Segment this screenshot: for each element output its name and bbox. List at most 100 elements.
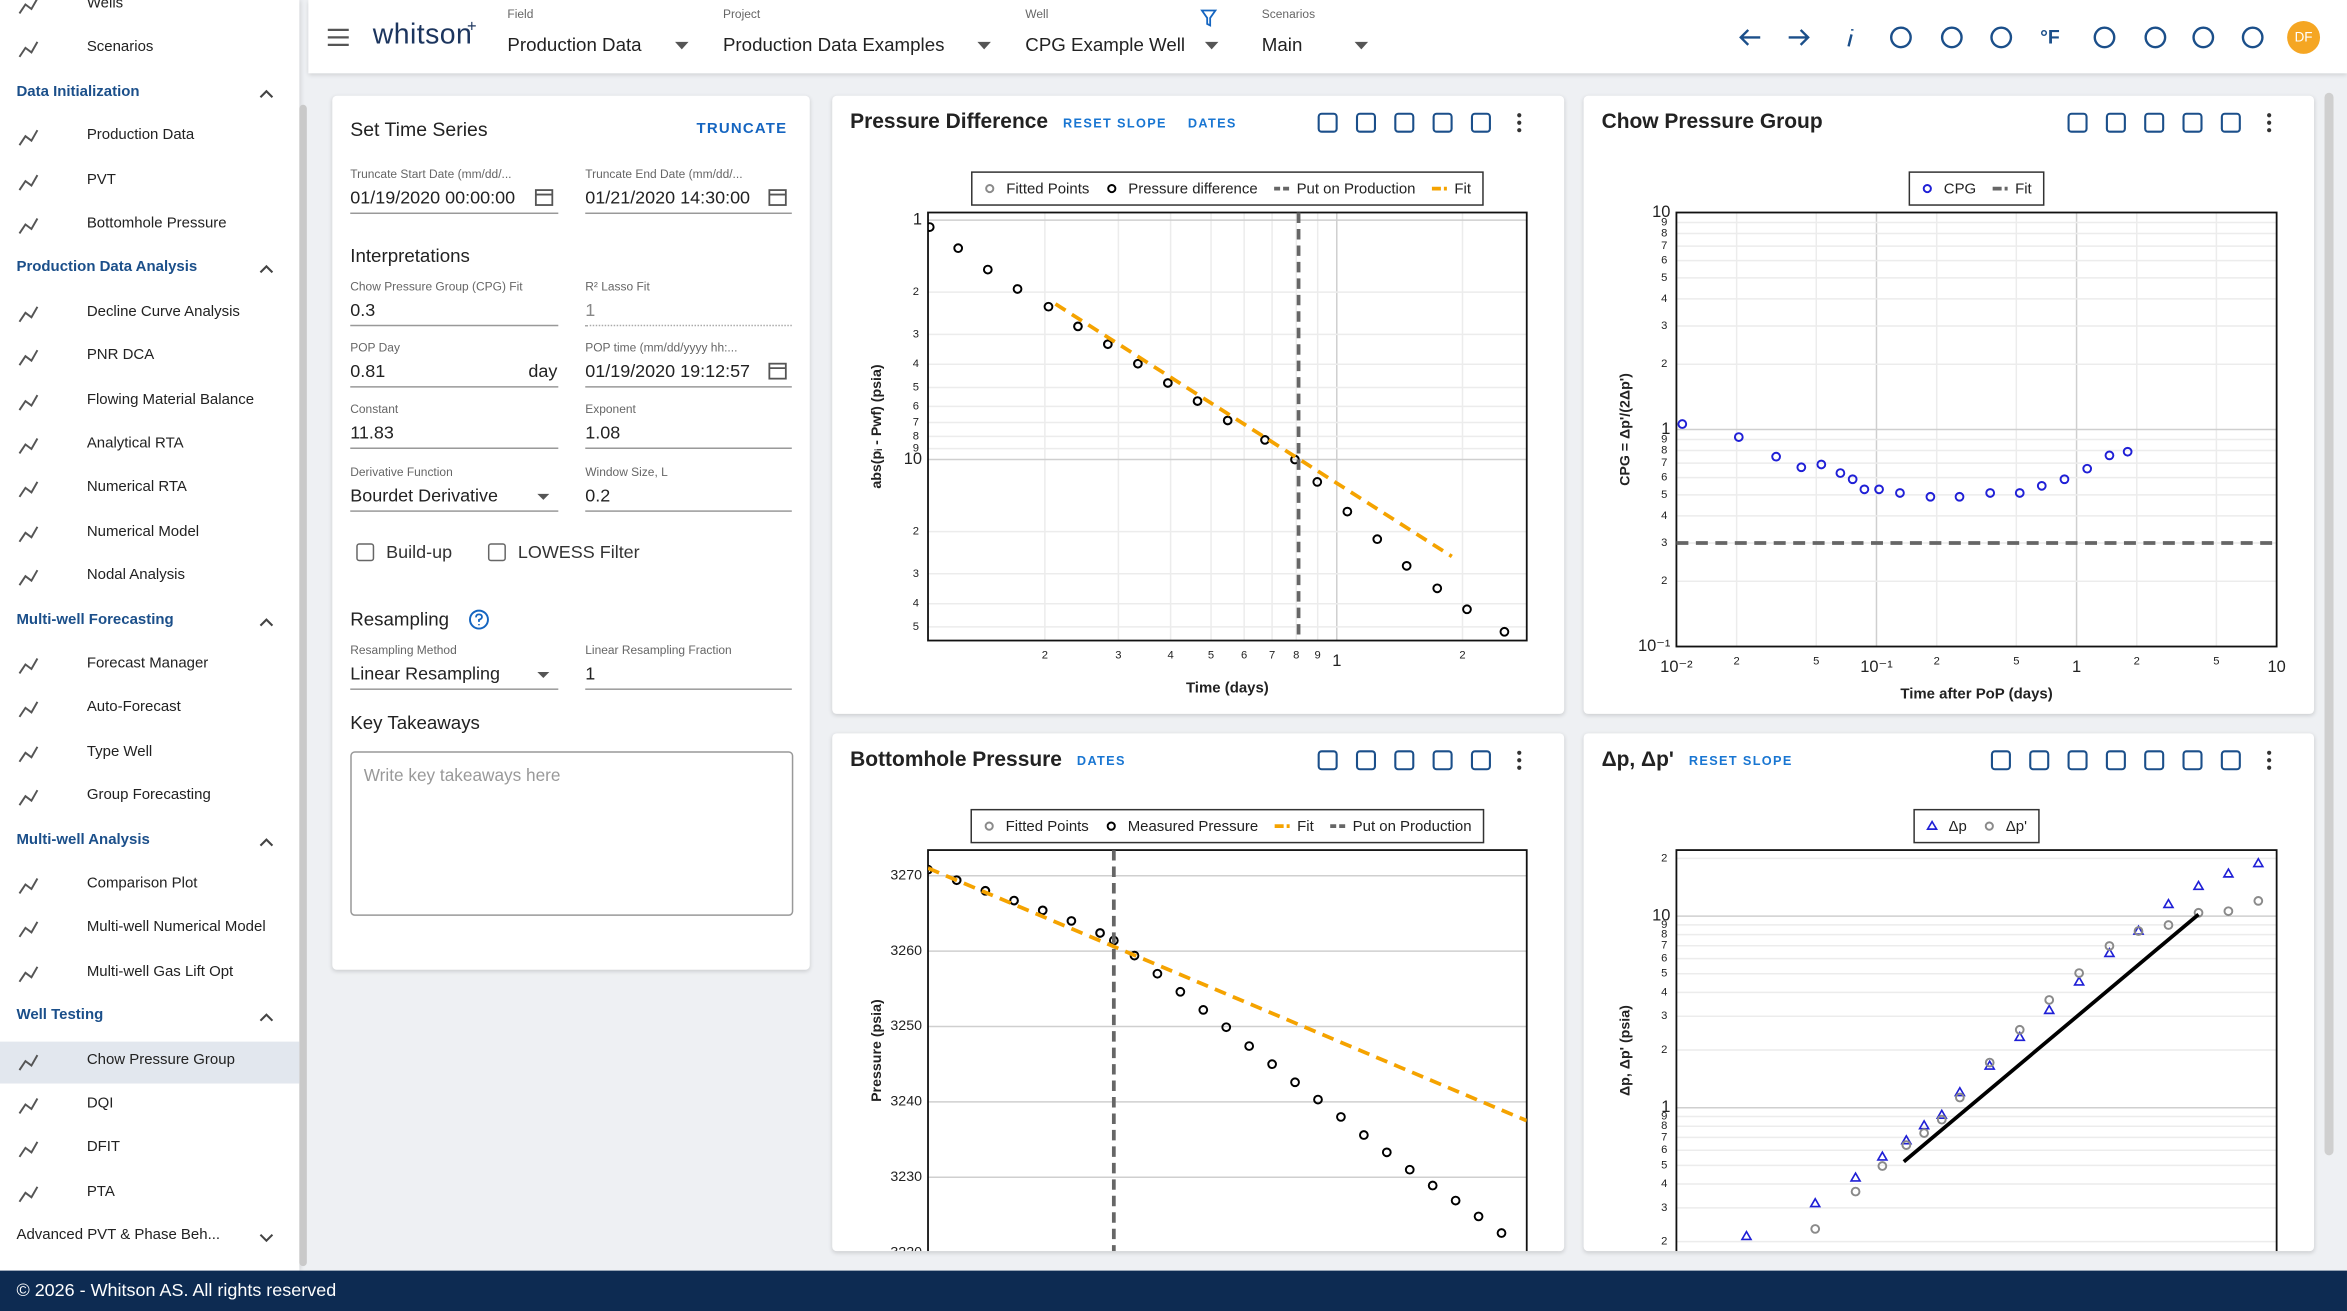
nav-item[interactable]: Nodal Analysis bbox=[86, 567, 185, 584]
field-value[interactable]: Linear Resampling bbox=[350, 662, 501, 684]
nav-item[interactable]: Type Well bbox=[86, 743, 153, 760]
section-title[interactable]: Multi-well Forecasting bbox=[16, 611, 174, 628]
section-title[interactable]: Advanced PVT & Phase Beh... bbox=[16, 1227, 221, 1244]
nav-item[interactable]: Group Forecasting bbox=[86, 787, 211, 804]
chart-button[interactable]: RESET SLOPE bbox=[1689, 753, 1793, 768]
menu-dot[interactable] bbox=[1517, 758, 1522, 763]
calendar-icon[interactable] bbox=[768, 361, 787, 380]
chart-button[interactable]: DATES bbox=[1077, 753, 1126, 768]
nav-item[interactable]: DQI bbox=[86, 1095, 114, 1112]
nav-item[interactable]: PTA bbox=[86, 1183, 115, 1200]
selector-value[interactable]: Main bbox=[1261, 34, 1303, 56]
chart-tool-icon[interactable] bbox=[2105, 750, 2126, 771]
takeaways-textarea[interactable] bbox=[350, 751, 794, 916]
nav-item[interactable]: Scenarios bbox=[86, 39, 154, 56]
menu-dot[interactable] bbox=[1517, 113, 1522, 118]
chart-tool-icon[interactable] bbox=[1470, 112, 1491, 133]
chart-tool-icon[interactable] bbox=[1394, 112, 1415, 133]
field-value[interactable]: 1.08 bbox=[585, 422, 621, 443]
section-title[interactable]: Multi-well Analysis bbox=[16, 831, 150, 848]
chart-tool-icon[interactable] bbox=[2182, 750, 2203, 771]
nav-item[interactable]: Production Data bbox=[86, 127, 195, 144]
menu-dot[interactable] bbox=[2267, 765, 2272, 770]
chart-tool-icon[interactable] bbox=[1990, 750, 2011, 771]
menu-dot[interactable] bbox=[2267, 750, 2272, 755]
menu-dot[interactable] bbox=[1517, 750, 1522, 755]
selector-value[interactable]: Production Data Examples bbox=[722, 34, 945, 56]
selector-value[interactable]: CPG Example Well bbox=[1025, 34, 1186, 56]
chart-tool-icon[interactable] bbox=[1432, 750, 1453, 771]
chart-tool-icon[interactable] bbox=[2220, 750, 2241, 771]
nav-item[interactable]: Comparison Plot bbox=[86, 875, 198, 892]
chart-button[interactable]: DATES bbox=[1188, 116, 1237, 131]
field-value[interactable]: 01/21/2020 14:30:00 bbox=[585, 187, 751, 209]
toolbar-icon[interactable] bbox=[1989, 25, 2013, 49]
field-value[interactable]: Bourdet Derivative bbox=[350, 484, 499, 506]
nav-item[interactable]: Decline Curve Analysis bbox=[86, 303, 240, 320]
nav-item[interactable]: Numerical RTA bbox=[86, 479, 187, 496]
calendar-icon[interactable] bbox=[534, 187, 554, 206]
chart-tool-icon[interactable] bbox=[1470, 750, 1491, 771]
nav-item[interactable]: Forecast Manager bbox=[86, 655, 209, 672]
toolbar-icon[interactable] bbox=[2241, 25, 2265, 49]
chart-tool-icon[interactable] bbox=[2182, 112, 2203, 133]
menu-dot[interactable] bbox=[2267, 128, 2272, 133]
chart-tool-icon[interactable] bbox=[2220, 112, 2241, 133]
field-value[interactable]: 01/19/2020 19:12:57 bbox=[585, 360, 751, 382]
menu-dot[interactable] bbox=[1517, 120, 1522, 125]
field-value[interactable]: 11.83 bbox=[350, 422, 394, 443]
menu-dot[interactable] bbox=[2267, 758, 2272, 763]
chart-tool-icon[interactable] bbox=[1432, 112, 1453, 133]
calendar-icon[interactable] bbox=[768, 187, 787, 206]
field-value[interactable]: 0.3 bbox=[350, 299, 376, 321]
unit-toggle[interactable]: °F bbox=[2040, 25, 2060, 48]
truncate-button[interactable]: TRUNCATE bbox=[696, 121, 788, 138]
toolbar-icon[interactable] bbox=[1889, 25, 1913, 49]
chart-tool-icon[interactable] bbox=[2067, 112, 2088, 133]
chart-tool-icon[interactable] bbox=[1394, 750, 1415, 771]
chart-tool-icon[interactable] bbox=[1317, 750, 1338, 771]
chart-tool-icon[interactable] bbox=[2105, 112, 2126, 133]
nav-item[interactable]: Bottomhole Pressure bbox=[86, 215, 227, 232]
toolbar-icon[interactable] bbox=[1738, 25, 1762, 49]
chart-tool-icon[interactable] bbox=[2067, 750, 2088, 771]
toolbar-icon[interactable] bbox=[1838, 25, 1862, 49]
nav-item[interactable]: Chow Pressure Group bbox=[86, 1051, 235, 1068]
chart-button[interactable]: RESET SLOPE bbox=[1063, 116, 1167, 131]
nav-item[interactable]: Multi-well Gas Lift Opt bbox=[86, 963, 234, 980]
chart-tool-icon[interactable] bbox=[1355, 750, 1377, 771]
menu-dot[interactable] bbox=[1517, 765, 1522, 770]
checkbox[interactable] bbox=[356, 543, 375, 562]
toolbar-icon[interactable] bbox=[1940, 25, 1964, 49]
chart-tool-icon[interactable] bbox=[1355, 112, 1377, 133]
chart-tool-icon[interactable] bbox=[1317, 112, 1338, 133]
nav-item[interactable]: Multi-well Numerical Model bbox=[86, 919, 266, 936]
field-value[interactable]: 1 bbox=[585, 662, 596, 684]
toolbar-icon[interactable] bbox=[2191, 25, 2215, 49]
toolbar-icon[interactable] bbox=[2093, 25, 2117, 49]
section-title[interactable]: Production Data Analysis bbox=[16, 259, 198, 276]
nav-item[interactable]: Flowing Material Balance bbox=[86, 391, 255, 408]
nav-item[interactable]: PNR DCA bbox=[86, 347, 155, 364]
nav-item[interactable]: Auto-Forecast bbox=[86, 699, 181, 716]
field-value[interactable]: 0.2 bbox=[585, 484, 611, 506]
selector-value[interactable]: Production Data bbox=[507, 34, 642, 56]
checkbox[interactable] bbox=[487, 543, 506, 562]
field-value[interactable]: 0.81 bbox=[350, 360, 386, 382]
chart-tool-icon[interactable] bbox=[2144, 112, 2165, 133]
menu-dot[interactable] bbox=[2267, 120, 2272, 125]
toolbar-icon[interactable] bbox=[1787, 25, 1811, 49]
menu-dot[interactable] bbox=[2267, 113, 2272, 118]
nav-item[interactable]: DFIT bbox=[86, 1139, 121, 1156]
nav-item[interactable]: PVT bbox=[86, 171, 116, 188]
menu-dot[interactable] bbox=[1517, 128, 1522, 133]
field-value[interactable]: 01/19/2020 00:00:00 bbox=[350, 187, 516, 209]
toolbar-icon[interactable] bbox=[2143, 25, 2167, 49]
chart-tool-icon[interactable] bbox=[2144, 750, 2165, 771]
chart-tool-icon[interactable] bbox=[2029, 750, 2050, 771]
nav-item[interactable]: Numerical Model bbox=[86, 523, 200, 540]
nav-item[interactable]: Analytical RTA bbox=[86, 435, 184, 452]
section-title[interactable]: Well Testing bbox=[16, 1007, 104, 1024]
nav-item[interactable]: Wells bbox=[86, 0, 124, 12]
section-title[interactable]: Data Initialization bbox=[16, 83, 140, 100]
